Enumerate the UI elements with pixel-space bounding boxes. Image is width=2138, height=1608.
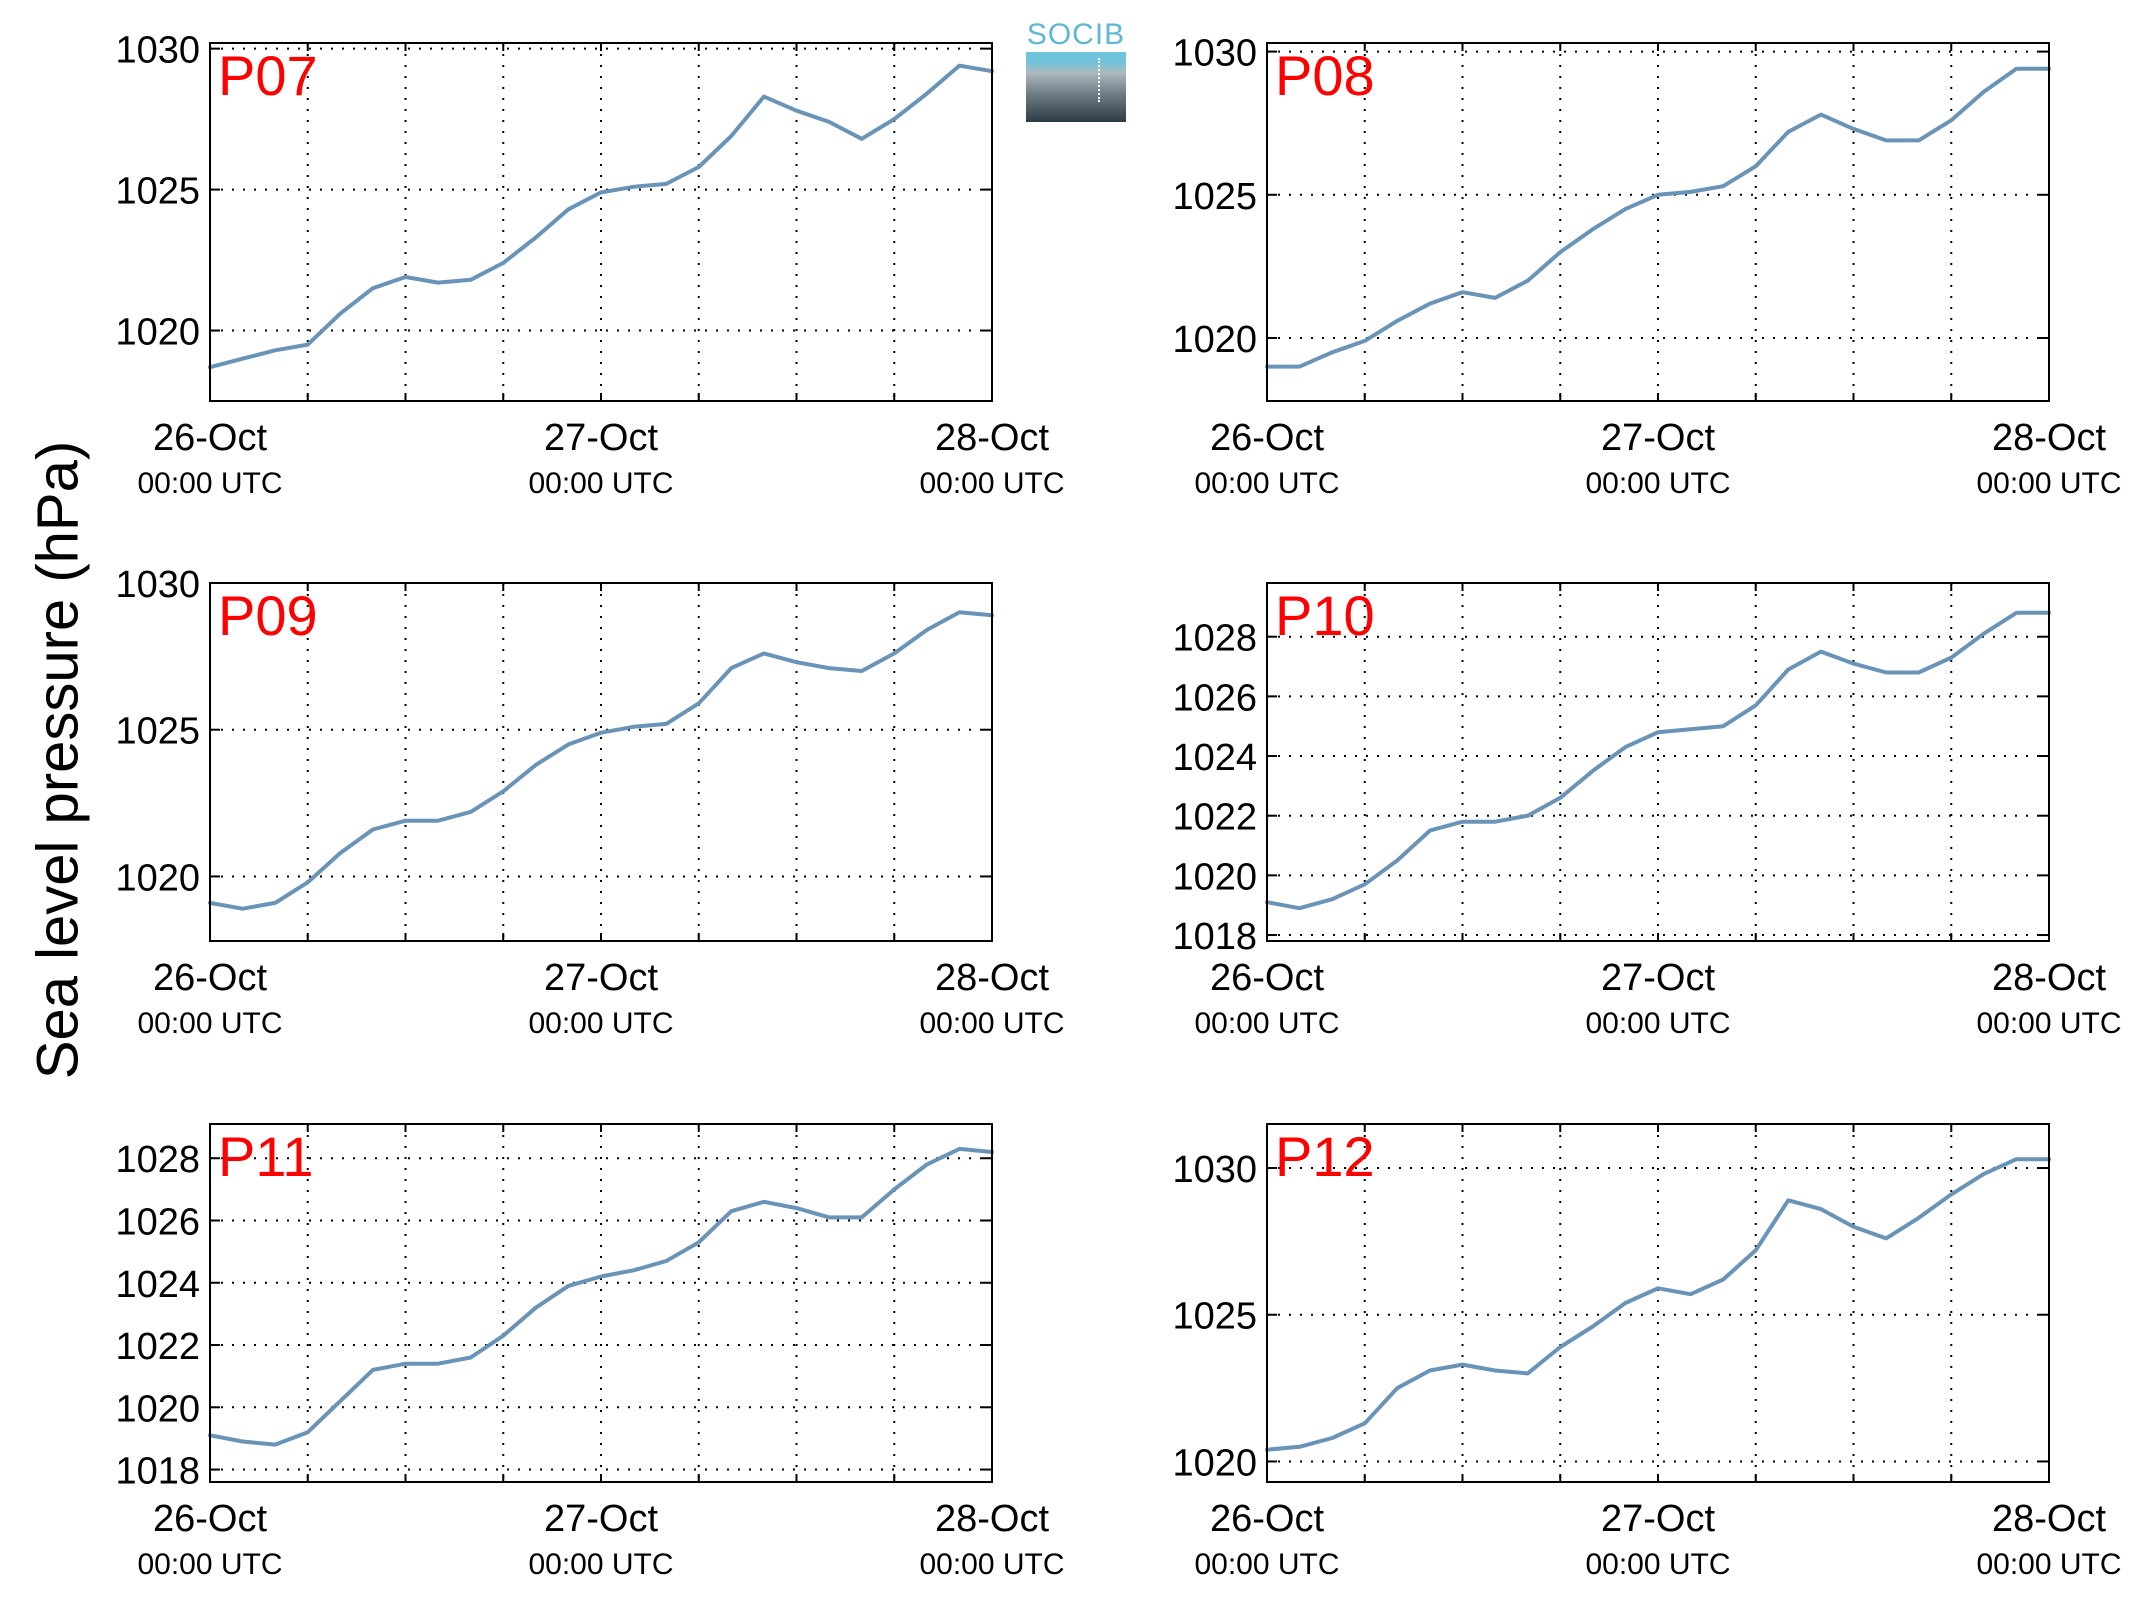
y-tick-label: 1025 bbox=[1172, 176, 1257, 218]
x-tick-label-time: 00:00 UTC bbox=[919, 467, 1064, 500]
y-tick-label: 1018 bbox=[115, 1451, 200, 1493]
y-tick-label: 1024 bbox=[1172, 737, 1257, 779]
x-tick-label-time: 00:00 UTC bbox=[1976, 1548, 2121, 1581]
y-tick-label: 1020 bbox=[1172, 856, 1257, 898]
x-tick-label-time: 00:00 UTC bbox=[1585, 1007, 1730, 1040]
y-tick-label: 1026 bbox=[1172, 677, 1257, 719]
y-tick-label: 1020 bbox=[115, 1388, 200, 1430]
y-tick-label: 1022 bbox=[1172, 797, 1257, 839]
x-tick-label-date: 28-Oct bbox=[935, 1498, 1049, 1540]
x-tick-label-time: 00:00 UTC bbox=[1585, 1548, 1730, 1581]
panel-p07: 1020 1025 1030 26-Oct 00:00 UTC 27-Oct 00:00 U… bbox=[115, 30, 1064, 500]
x-tick-label-time: 00:00 UTC bbox=[137, 1007, 282, 1040]
panel-p11: 1018 1020 1022 1024 1026 1028 26-Oct 00:00 UTC 2… bbox=[115, 1123, 1065, 1581]
y-tick-label: 1028 bbox=[1172, 618, 1257, 660]
y-axis-label-container: Sea level pressure (hPa) bbox=[0, 0, 120, 1608]
x-tick-label-date: 27-Oct bbox=[1601, 957, 1715, 999]
pressure-series-line bbox=[1265, 1157, 2051, 1452]
x-tick-label-time: 00:00 UTC bbox=[137, 467, 282, 500]
x-tick-label-time: 00:00 UTC bbox=[528, 1007, 673, 1040]
y-tick-label: 1020 bbox=[1172, 319, 1257, 361]
x-tick-label-time: 00:00 UTC bbox=[528, 467, 673, 500]
pressure-series-line bbox=[1265, 66, 2051, 369]
y-tick-label: 1025 bbox=[115, 711, 200, 753]
x-tick-label-time: 00:00 UTC bbox=[1976, 1007, 2121, 1040]
y-axis-label: Sea level pressure (hPa) bbox=[25, 440, 91, 1080]
x-tick-label-date: 28-Oct bbox=[1992, 417, 2106, 459]
panel-label: P09 bbox=[218, 584, 318, 647]
y-tick-label: 1022 bbox=[115, 1326, 200, 1368]
plot-frame bbox=[1266, 42, 2050, 402]
y-tick-label: 1030 bbox=[1172, 33, 1257, 75]
pressure-series-line bbox=[208, 1146, 994, 1447]
y-tick-label: 1020 bbox=[115, 857, 200, 899]
x-tick-label-date: 26-Oct bbox=[1210, 1498, 1324, 1540]
logo-text: SOCIB bbox=[1026, 18, 1126, 51]
panel-p09: 1020 1025 1030 26-Oct 00:00 UTC 27-Oct 00:00 U… bbox=[115, 564, 1064, 1040]
pressure-series-line bbox=[1265, 610, 2051, 911]
plot-frame bbox=[209, 42, 993, 402]
x-tick-label-date: 26-Oct bbox=[153, 417, 267, 459]
y-tick-label: 1024 bbox=[115, 1264, 200, 1306]
x-tick-label-time: 00:00 UTC bbox=[1585, 467, 1730, 500]
panel-label: P08 bbox=[1275, 44, 1375, 107]
x-tick-label-date: 27-Oct bbox=[1601, 417, 1715, 459]
panel-label: P11 bbox=[218, 1125, 313, 1188]
y-tick-label: 1028 bbox=[115, 1139, 200, 1181]
logo-dotted-line bbox=[1098, 58, 1100, 102]
y-tick-label: 1026 bbox=[115, 1202, 200, 1244]
y-tick-label: 1025 bbox=[115, 171, 200, 213]
plot-frame bbox=[209, 1123, 993, 1483]
x-tick-label-time: 00:00 UTC bbox=[528, 1548, 673, 1581]
x-tick-label-date: 28-Oct bbox=[1992, 957, 2106, 999]
x-tick-label-date: 27-Oct bbox=[544, 417, 658, 459]
x-tick-label-date: 27-Oct bbox=[1601, 1498, 1715, 1540]
x-tick-label-date: 28-Oct bbox=[935, 957, 1049, 999]
x-tick-label-time: 00:00 UTC bbox=[1194, 1548, 1339, 1581]
panel-label: P07 bbox=[218, 44, 318, 107]
y-tick-label: 1030 bbox=[1172, 1149, 1257, 1191]
x-tick-label-date: 26-Oct bbox=[153, 1498, 267, 1540]
x-tick-label-date: 26-Oct bbox=[1210, 957, 1324, 999]
y-tick-label: 1030 bbox=[115, 564, 200, 606]
socib-logo: SOCIB bbox=[1026, 18, 1126, 122]
x-tick-label-date: 26-Oct bbox=[1210, 417, 1324, 459]
plot-frame bbox=[209, 582, 993, 942]
pressure-series-line bbox=[208, 610, 994, 911]
y-tick-label: 1020 bbox=[1172, 1442, 1257, 1484]
x-tick-label-time: 00:00 UTC bbox=[1194, 1007, 1339, 1040]
y-tick-label: 1030 bbox=[115, 30, 200, 72]
y-tick-label: 1025 bbox=[1172, 1296, 1257, 1338]
x-tick-label-time: 00:00 UTC bbox=[1976, 467, 2121, 500]
y-tick-label: 1018 bbox=[1172, 916, 1257, 958]
x-tick-label-date: 27-Oct bbox=[544, 1498, 658, 1540]
panel-p10: 1018 1020 1022 1024 1026 1028 26-Oct 00:00 UTC 2… bbox=[1172, 582, 2122, 1040]
logo-graphic bbox=[1026, 52, 1126, 122]
panel-p12: 1020 1025 1030 26-Oct 00:00 UTC 27-Oct 00:00 U… bbox=[1172, 1123, 2122, 1581]
x-tick-label-date: 27-Oct bbox=[544, 957, 658, 999]
panel-label: P10 bbox=[1275, 584, 1375, 647]
x-tick-label-time: 00:00 UTC bbox=[919, 1548, 1064, 1581]
x-tick-label-date: 28-Oct bbox=[1992, 1498, 2106, 1540]
panel-p08: 1020 1025 1030 26-Oct 00:00 UTC 27-Oct 00:00 U… bbox=[1172, 33, 2121, 500]
panel-label: P12 bbox=[1275, 1125, 1375, 1188]
pressure-series-line bbox=[208, 63, 994, 370]
x-tick-label-time: 00:00 UTC bbox=[919, 1007, 1064, 1040]
y-tick-label: 1020 bbox=[115, 312, 200, 354]
x-tick-label-time: 00:00 UTC bbox=[137, 1548, 282, 1581]
x-tick-label-date: 26-Oct bbox=[153, 957, 267, 999]
x-tick-label-time: 00:00 UTC bbox=[1194, 467, 1339, 500]
plot-frame bbox=[1266, 1123, 2050, 1483]
x-tick-label-date: 28-Oct bbox=[935, 417, 1049, 459]
plot-frame bbox=[1266, 582, 2050, 942]
